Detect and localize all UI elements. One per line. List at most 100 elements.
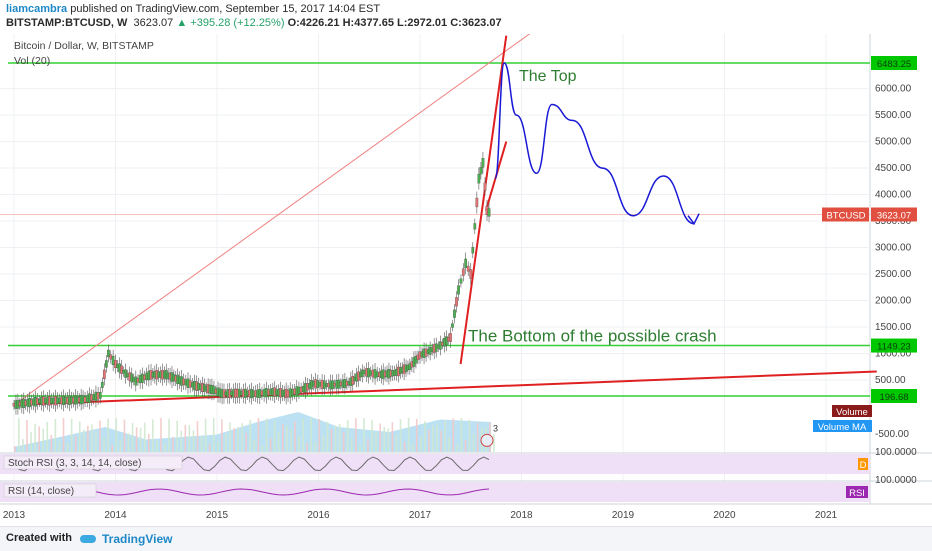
x-tick-label: 2020 [713, 510, 736, 521]
projection-path [494, 62, 695, 225]
price-tag: 6483.25 [877, 59, 911, 70]
indicator-badge-box [858, 458, 868, 470]
price-tag: 196.68 [879, 392, 908, 403]
volume-bar [326, 421, 329, 452]
volume-bar [273, 420, 276, 452]
volume-bar [302, 418, 304, 452]
volume-bar [355, 418, 357, 452]
indicator-label: RSI (14, close) [8, 486, 74, 497]
chart-header: liamcambra published on TradingView.com,… [6, 2, 502, 30]
volume-bar [168, 418, 170, 452]
chart-labels: 2013 2014 2015 2016 2017 2018 2019 2020 2021 500.… [3, 40, 917, 521]
x-tick-label: 2013 [3, 510, 26, 521]
author-link[interactable]: liamcambra [6, 3, 68, 15]
x-tick-label: 2016 [307, 510, 330, 521]
candle [471, 246, 475, 254]
volume-bar [306, 442, 308, 452]
x-tick-label: 2017 [409, 510, 432, 521]
volume-bar [107, 418, 109, 452]
volume-bar [241, 423, 243, 452]
indicator-axis-label: 100.0000 [875, 447, 917, 458]
chart-grid [0, 34, 932, 526]
volume-bar [217, 441, 219, 452]
volume-bar [476, 422, 479, 452]
indicator-pane-background [0, 482, 870, 502]
volume-bar [472, 433, 475, 452]
y-tick-label: 3500.00 [875, 216, 912, 227]
y-tick-label: 5500.00 [875, 110, 912, 121]
price-chart[interactable]: 2013 2014 2015 2016 2017 2018 2019 2020 2021 500.… [0, 34, 932, 526]
volume-bar [452, 418, 455, 452]
volume-bar [91, 424, 93, 452]
volume-bar [493, 433, 495, 452]
volume-bar [424, 421, 426, 452]
volume-bar [66, 442, 69, 452]
volume-bar [99, 420, 101, 452]
volume-bar [395, 434, 398, 452]
symbol-tag: BTCUSD [826, 211, 865, 222]
candle [105, 360, 108, 368]
volume-bar [456, 444, 459, 452]
volume-bar [330, 428, 333, 452]
price-tag: 1149.23 [877, 342, 911, 353]
volume-bar [342, 431, 345, 452]
symbol-tag-box [822, 207, 869, 222]
volume-bar [188, 425, 191, 452]
volume-bar [383, 426, 386, 452]
indicator-pane-background [0, 454, 870, 474]
x-tick-label: 2021 [815, 510, 838, 521]
x-tick-label: 2019 [612, 510, 635, 521]
volume-bar [18, 418, 20, 452]
volume-bar [334, 426, 337, 452]
y-tick-label: 5000.00 [875, 137, 912, 148]
candle [464, 258, 468, 268]
candle [487, 208, 491, 217]
volume-bar [249, 419, 252, 452]
legend-volume: Volume [836, 407, 868, 418]
volume-bar [322, 435, 325, 452]
x-tick-label: 2014 [104, 510, 127, 521]
price-tag-box [871, 389, 917, 403]
indicator-label: Stoch RSI (3, 3, 14, 14, close) [8, 458, 141, 469]
volume-bar [363, 418, 365, 452]
candle [455, 297, 458, 307]
volume-bar [411, 443, 414, 452]
event-badge-count: 3 [493, 423, 498, 433]
volume-bar [367, 439, 369, 452]
volume-bar [229, 422, 231, 452]
y-tick-label: 1500.00 [875, 322, 912, 333]
candle [120, 365, 123, 374]
tradingview-brand[interactable]: TradingView [102, 532, 173, 546]
x-tick-label: 2015 [206, 510, 229, 521]
trendline [13, 370, 877, 406]
volume-bar [387, 428, 390, 452]
volume-bar [139, 427, 142, 452]
candle [451, 323, 454, 328]
volume-bar [95, 431, 97, 452]
event-badge-icon [480, 433, 494, 447]
indicator-line [13, 456, 490, 472]
volume-bar [286, 425, 288, 452]
candle [459, 278, 463, 284]
volume-bar [147, 433, 150, 452]
candle [109, 354, 113, 360]
candle [102, 369, 106, 379]
price-tag-box [871, 338, 917, 353]
candle [461, 268, 465, 276]
volume-area [14, 412, 495, 452]
volume-bar [123, 419, 126, 452]
volume-bar [164, 444, 166, 452]
annotation-bottom: The Bottom of the possible crash [468, 327, 717, 346]
volume-bar [22, 438, 24, 452]
volume-bar [156, 440, 158, 452]
indicator-label-box [3, 483, 97, 498]
volume-bar [277, 431, 280, 452]
y-tick-label: 6000.00 [875, 84, 912, 95]
y-tick-label: 4000.00 [875, 190, 912, 201]
volume-bar [237, 426, 239, 452]
volume-bar [152, 419, 154, 452]
candle [477, 174, 481, 184]
volume-bar [221, 419, 223, 452]
trendline [13, 34, 531, 406]
candle [100, 381, 104, 388]
